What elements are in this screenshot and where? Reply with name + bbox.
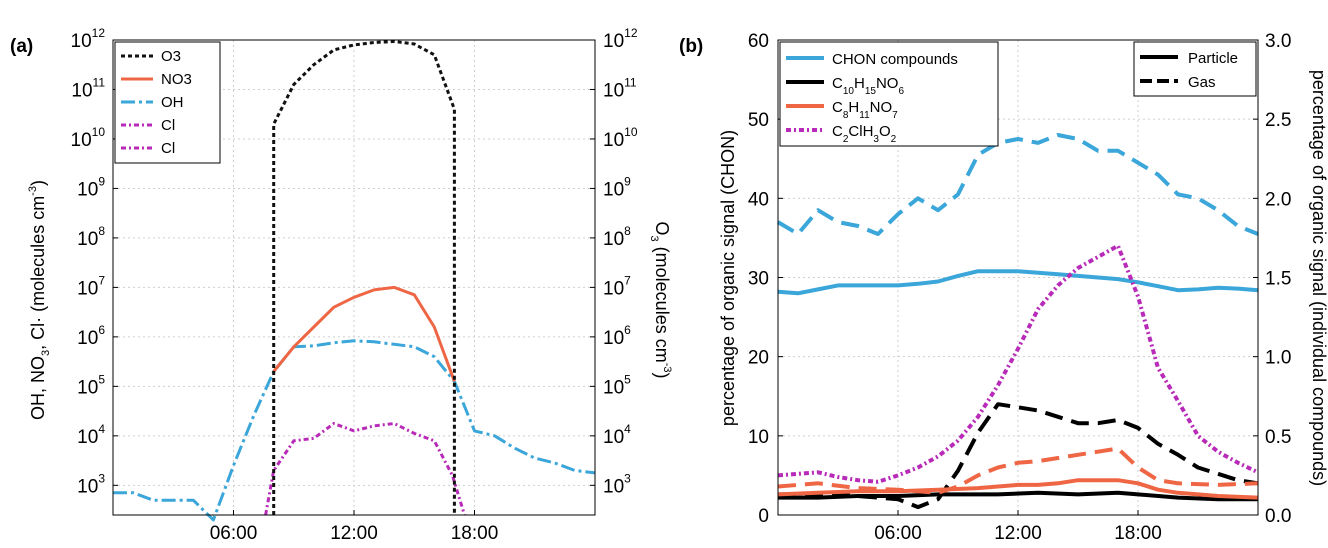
panel-a-x-tick-label: 18:00 (451, 523, 499, 544)
panel-a-x-tick-label: 12:00 (330, 523, 378, 544)
panel-a-y-tick-label: 107 (77, 273, 105, 299)
panel-a-y-tick-label: 105 (77, 372, 105, 398)
panel-a-series-o3 (272, 40, 456, 515)
panel-b-series-c10h15no6-gas (778, 402, 1259, 510)
panel-b-series (776, 133, 1259, 510)
panel-a-legend-label: Cl (161, 140, 175, 157)
panel-b-left-tick-label: 20 (748, 348, 769, 369)
panel-a-right-tick-label: 104 (603, 422, 631, 448)
panel-b-label: (b) (679, 36, 703, 57)
panel-b-right-tick-label: 1.5 (1265, 269, 1291, 290)
panel-b-right-tick-label: 3.0 (1265, 31, 1291, 52)
panel-a-right-tick-label: 105 (603, 372, 631, 398)
panel-b-series-c8h11no7-gas (777, 446, 1259, 495)
panel-a-y-tick-label: 1010 (71, 125, 106, 151)
panel-a-x-tick-label: 06:00 (210, 523, 258, 544)
panel-b-left-tick-label: 60 (748, 31, 769, 52)
panel-b-legend-label: CHON compounds (832, 51, 958, 68)
panel-a-left-axis-title: OH, NO3, Cl· (molecules cm-3) (27, 180, 52, 420)
panel-a-right-tick-label: 1012 (603, 26, 638, 52)
panel-a-ticks: 06:00 12:00 18:00 103 103 104 104 105 105 106 106 1… (71, 26, 638, 544)
panel-b-x-tick-label: 18:00 (1114, 523, 1162, 544)
panel-b-phase-label: Particle (1188, 50, 1238, 67)
panel-a-legend-label: NO3 (161, 71, 192, 88)
panel-b-right-tick-label: 1.0 (1265, 348, 1291, 369)
panel-b-right-tick-label: 2.5 (1265, 110, 1291, 131)
panel-b-x-tick-label: 06:00 (874, 523, 922, 544)
panel-a-y-tick-label: 103 (77, 471, 105, 497)
panel-b-phase-legend: Particle Gas (1133, 41, 1257, 97)
panel-b-right-tick-label: 2.0 (1265, 189, 1291, 210)
panel-a-series-cl (264, 422, 466, 516)
panel-a-label: (a) (10, 36, 33, 57)
panel-a-right-tick-label: 107 (603, 273, 631, 299)
panel-b-legend-label: C8H11NO7 (832, 99, 898, 121)
panel-a-series-no3 (272, 285, 456, 382)
panel-a: (a) 06:00 12:00 18:00 103 103 104 104 105 105 106… (10, 26, 673, 544)
panel-a-legend-label: OH (161, 94, 184, 111)
panel-b-left-tick-label: 30 (748, 269, 769, 290)
panel-a-y-tick-label: 1012 (71, 26, 106, 52)
panel-b-series-chon-compounds-gas (776, 133, 1259, 236)
panel-b-series-chon-compounds-particle (777, 269, 1259, 296)
panel-a-right-tick-label: 1010 (603, 125, 638, 151)
panel-a-legend-label: O3 (161, 48, 181, 65)
panel-a-series-oh (113, 339, 596, 522)
panel-b-left-tick-label: 0 (758, 506, 769, 527)
panel-b-legend-label: C10H15NO6 (832, 75, 904, 97)
panel-b-ticks: 06:00 12:00 18:00 0 10 20 30 40 50 60 0.0 0.5 1.0 1.5… (748, 31, 1292, 544)
panel-a-right-tick-label: 106 (603, 323, 631, 349)
panel-a-right-tick-label: 103 (603, 471, 631, 497)
panel-a-y-tick-label: 104 (77, 422, 105, 448)
panel-a-legend-label: Cl (161, 117, 175, 134)
panel-a-right-tick-label: 108 (603, 224, 631, 250)
panel-b-left-tick-label: 40 (748, 189, 769, 210)
panel-b-series-c2clh3o2-gas (777, 243, 1259, 484)
panel-b: (b) 06:00 12:00 18:00 0 10 20 30 40 50 60 0.0 0.5 1.… (679, 31, 1328, 544)
panel-b-left-axis-title: percentage of organic signal (CHON) (718, 130, 738, 426)
panel-a-right-tick-label: 1011 (603, 75, 637, 101)
panel-a-y-tick-label: 1011 (71, 75, 105, 101)
panel-a-series (113, 40, 596, 522)
panel-b-left-tick-label: 50 (748, 110, 769, 131)
panel-a-right-axis-title: O3 (molecules cm-3) (648, 222, 673, 379)
panel-b-phase-legend-box (1133, 41, 1257, 97)
panel-b-legend-label: C2ClH3O2 (832, 123, 897, 145)
panel-b-left-tick-label: 10 (748, 427, 769, 448)
panel-a-right-tick-label: 109 (603, 174, 631, 200)
panel-b-right-tick-label: 0.0 (1265, 506, 1291, 527)
panel-b-right-tick-label: 0.5 (1265, 427, 1291, 448)
panel-a-y-tick-label: 106 (77, 323, 105, 349)
panel-a-y-tick-label: 109 (77, 174, 105, 200)
panel-a-legend: O3 NO3 OH Cl Cl (114, 41, 221, 164)
panel-b-x-tick-label: 12:00 (994, 523, 1042, 544)
panel-b-right-axis-title: percentage of organic signal (individual… (1309, 70, 1328, 486)
panel-b-phase-label: Gas (1188, 74, 1216, 91)
panel-a-y-tick-label: 108 (77, 224, 105, 250)
